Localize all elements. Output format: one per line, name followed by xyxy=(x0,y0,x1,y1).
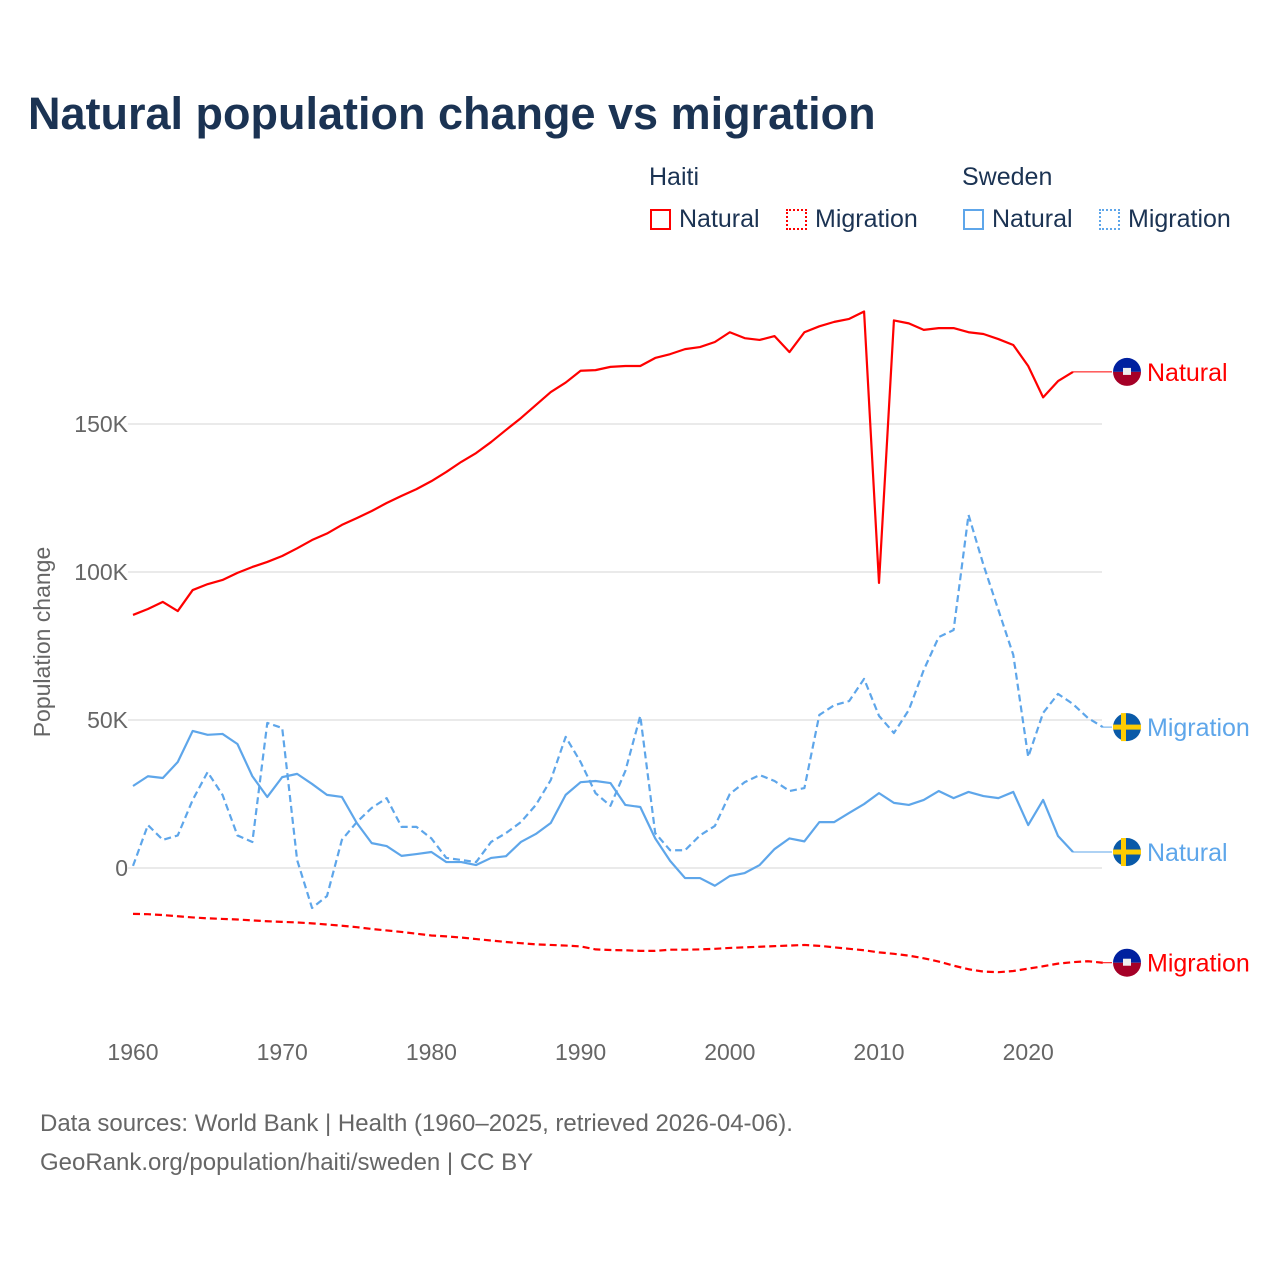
legend-swatch xyxy=(650,209,671,230)
x-tick-label: 1980 xyxy=(406,1039,457,1065)
legend-group-sweden: Sweden xyxy=(962,163,1053,191)
haiti-flag-icon-lower xyxy=(1113,371,1141,386)
haiti-flag-icon xyxy=(1113,357,1141,372)
series-line-sweden-natural xyxy=(132,729,1074,887)
legend-label: Natural xyxy=(992,205,1073,233)
y-tick-label: 0 xyxy=(115,855,128,881)
haiti-flag-emblem xyxy=(1123,958,1131,966)
haiti-flag-emblem xyxy=(1123,367,1131,375)
series-end-label: Natural xyxy=(1147,839,1228,867)
y-axis-label: Population change xyxy=(29,547,55,738)
legend-swatch xyxy=(786,209,807,230)
series-end-label: Natural xyxy=(1147,359,1228,387)
sweden-flag-cross-h xyxy=(1113,724,1141,730)
legend-item-haiti-migration[interactable]: Migration xyxy=(786,205,918,234)
legend-swatch xyxy=(1099,209,1120,230)
y-tick-label: 50K xyxy=(87,707,129,733)
series-line-haiti-migration xyxy=(132,912,1103,974)
sweden-flag-cross-v xyxy=(1121,838,1126,867)
x-tick-label: 2010 xyxy=(853,1039,904,1065)
sweden-flag-cross-h xyxy=(1113,849,1141,855)
footer-sources: Data sources: World Bank | Health (1960–… xyxy=(40,1110,793,1137)
haiti-flag-icon xyxy=(1113,948,1141,963)
legend-label: Natural xyxy=(679,205,760,233)
haiti-flag-icon-lower xyxy=(1113,962,1141,977)
legend-label: Migration xyxy=(815,205,918,233)
y-tick-label: 150K xyxy=(74,411,128,437)
footer-attribution: GeoRank.org/population/haiti/sweden | CC… xyxy=(40,1149,534,1176)
series-end-label: Migration xyxy=(1147,950,1250,978)
legend-swatch xyxy=(963,209,984,230)
series-line-haiti-natural xyxy=(132,310,1074,616)
sweden-flag-cross-v xyxy=(1121,713,1126,742)
x-tick-label: 1990 xyxy=(555,1039,606,1065)
series-end-label: Migration xyxy=(1147,714,1250,742)
legend-group-haiti: Haiti xyxy=(649,163,700,191)
chart-title: Natural population change vs migration xyxy=(28,88,876,139)
legend-item-sweden-natural[interactable]: Natural xyxy=(963,205,1073,234)
x-tick-label: 1960 xyxy=(107,1039,158,1065)
legend-item-haiti-natural[interactable]: Natural xyxy=(650,205,760,234)
x-tick-label: 2000 xyxy=(704,1039,755,1065)
x-tick-label: 1970 xyxy=(257,1039,308,1065)
series-line-sweden-migration xyxy=(131,513,1104,910)
legend-label: Migration xyxy=(1128,205,1231,233)
legend-item-sweden-migration[interactable]: Migration xyxy=(1099,205,1231,234)
x-tick-label: 2020 xyxy=(1003,1039,1054,1065)
y-tick-label: 100K xyxy=(74,559,128,585)
